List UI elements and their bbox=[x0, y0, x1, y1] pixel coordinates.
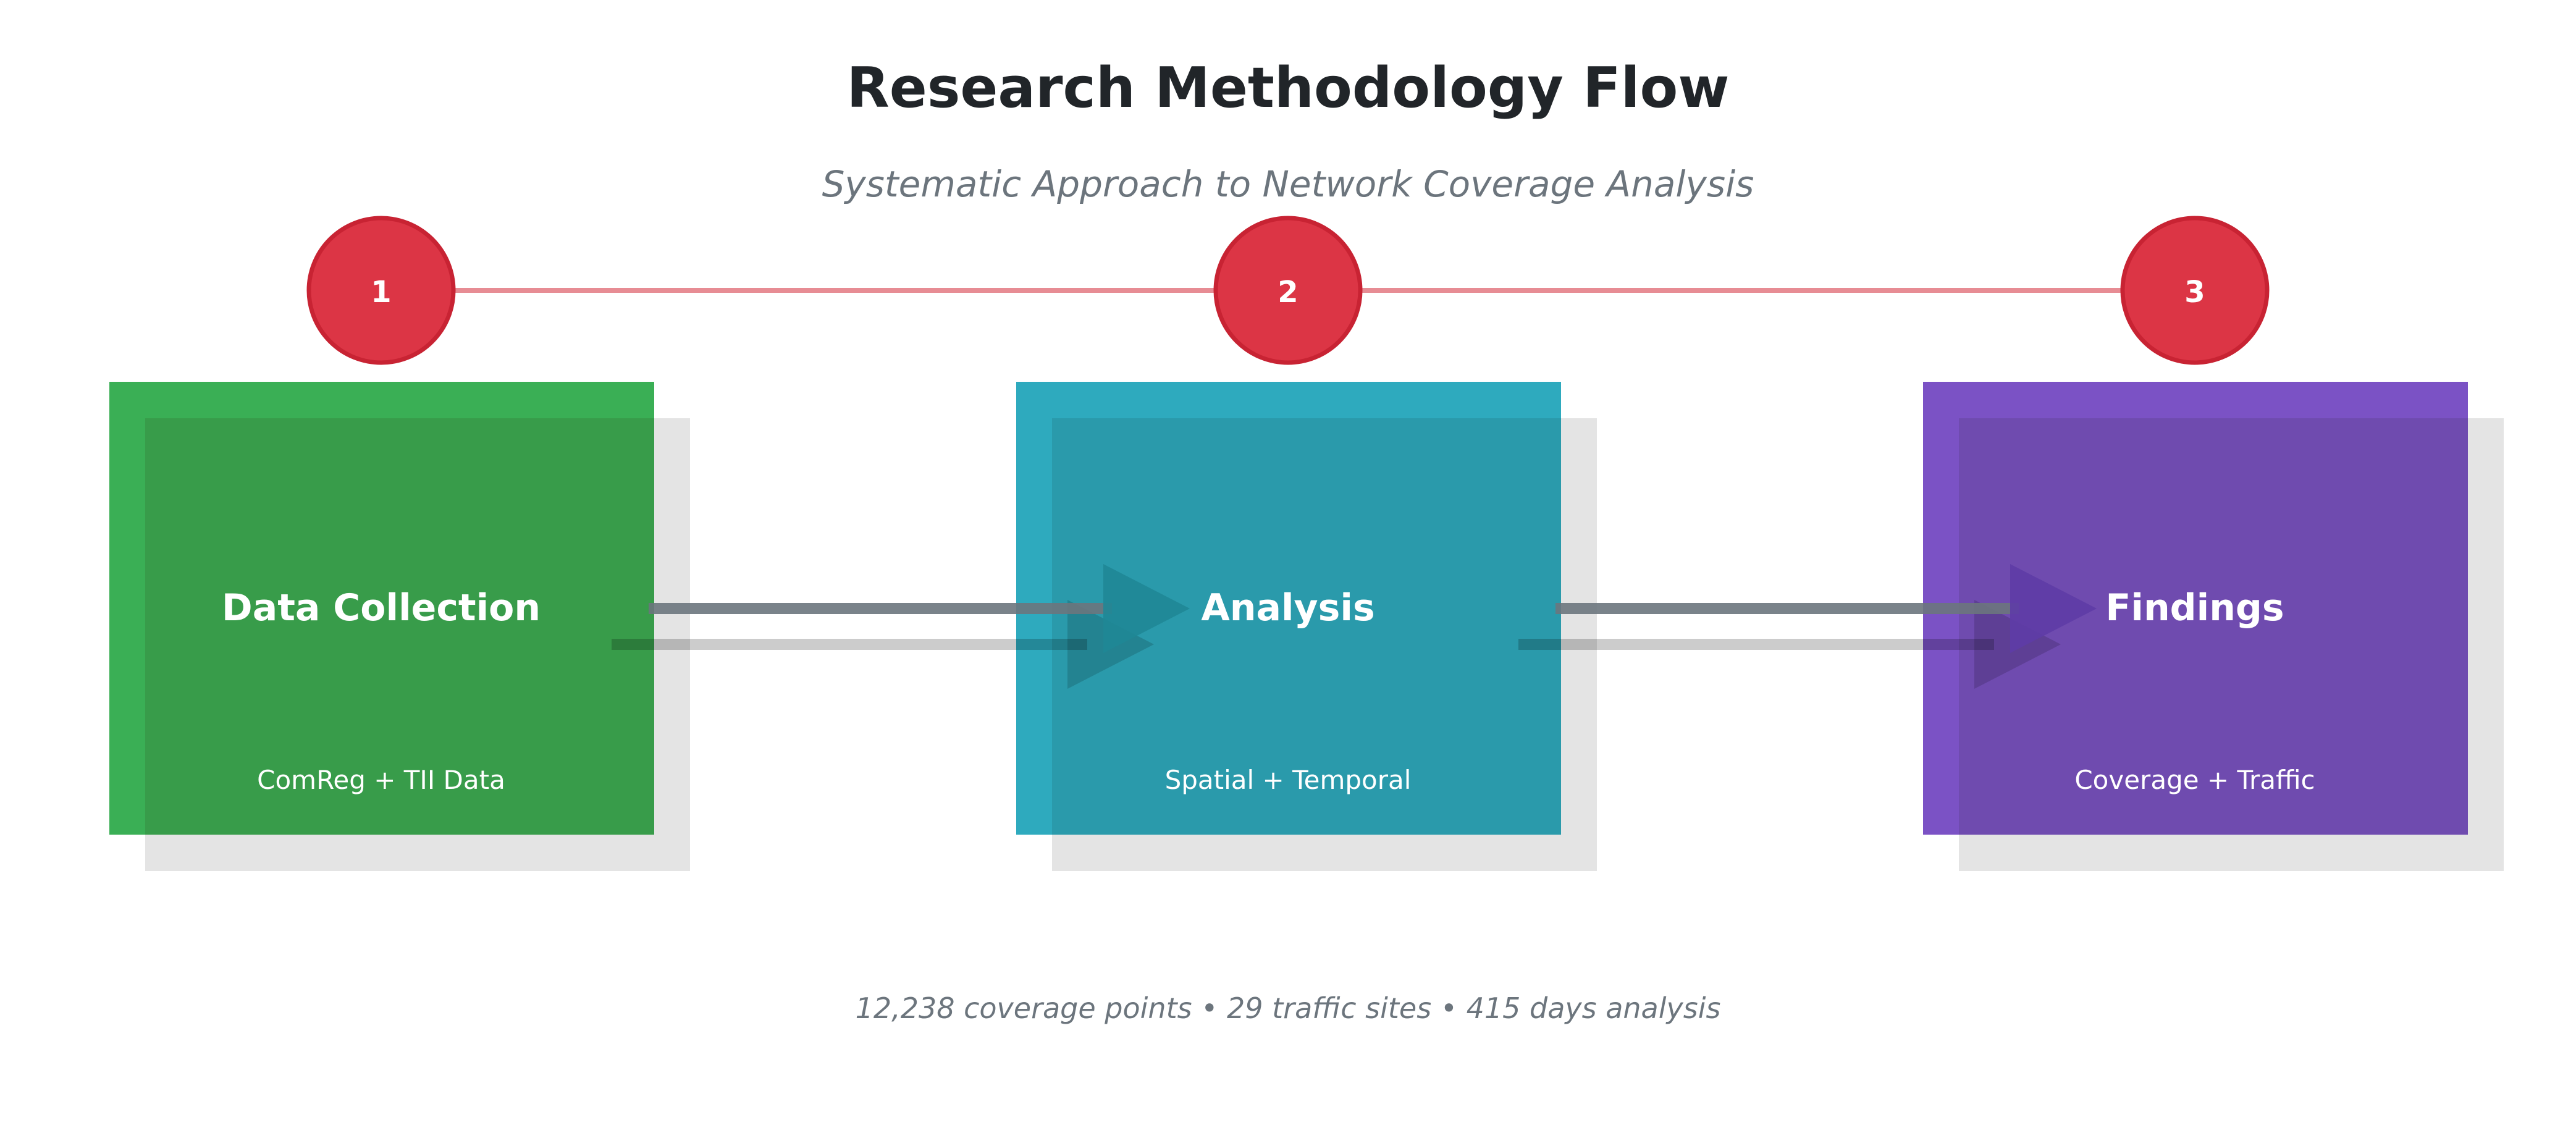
arrow-1-to-2 bbox=[612, 564, 1190, 689]
step-3: 3 Findings Coverage + Traffic bbox=[1923, 216, 2504, 871]
arrow-1-to-2-head bbox=[1103, 564, 1190, 653]
arrow-2-to-3-head bbox=[2010, 564, 2097, 653]
step-1-number: 1 bbox=[371, 275, 391, 310]
step-1-subtitle: ComReg + TII Data bbox=[257, 765, 505, 795]
step-2-circle bbox=[1213, 216, 1363, 365]
step-2-title: Analysis bbox=[1201, 586, 1374, 630]
step-3-title: Findings bbox=[2105, 586, 2284, 630]
step-3-subtitle: Coverage + Traffic bbox=[2074, 765, 2315, 795]
step-1-title: Data Collection bbox=[222, 586, 541, 630]
step-2: 2 Analysis Spatial + Temporal bbox=[1016, 216, 1597, 871]
step-2-subtitle: Spatial + Temporal bbox=[1165, 765, 1412, 795]
step-1-box-overlay bbox=[145, 418, 654, 835]
arrow-2-to-3 bbox=[1518, 564, 2097, 689]
step-1: 1 Data Collection ComReg + TII Data bbox=[109, 216, 690, 871]
diagram-title: Research Methodology Flow bbox=[846, 56, 1729, 120]
diagram-subtitle: Systematic Approach to Network Coverage … bbox=[822, 163, 1754, 205]
step-3-number: 3 bbox=[2184, 275, 2205, 310]
step-2-number: 2 bbox=[1277, 275, 1298, 310]
summary-footer: 12,238 coverage points • 29 traffic site… bbox=[856, 992, 1721, 1025]
step-1-circle bbox=[306, 216, 456, 365]
step-3-circle bbox=[2120, 216, 2270, 365]
